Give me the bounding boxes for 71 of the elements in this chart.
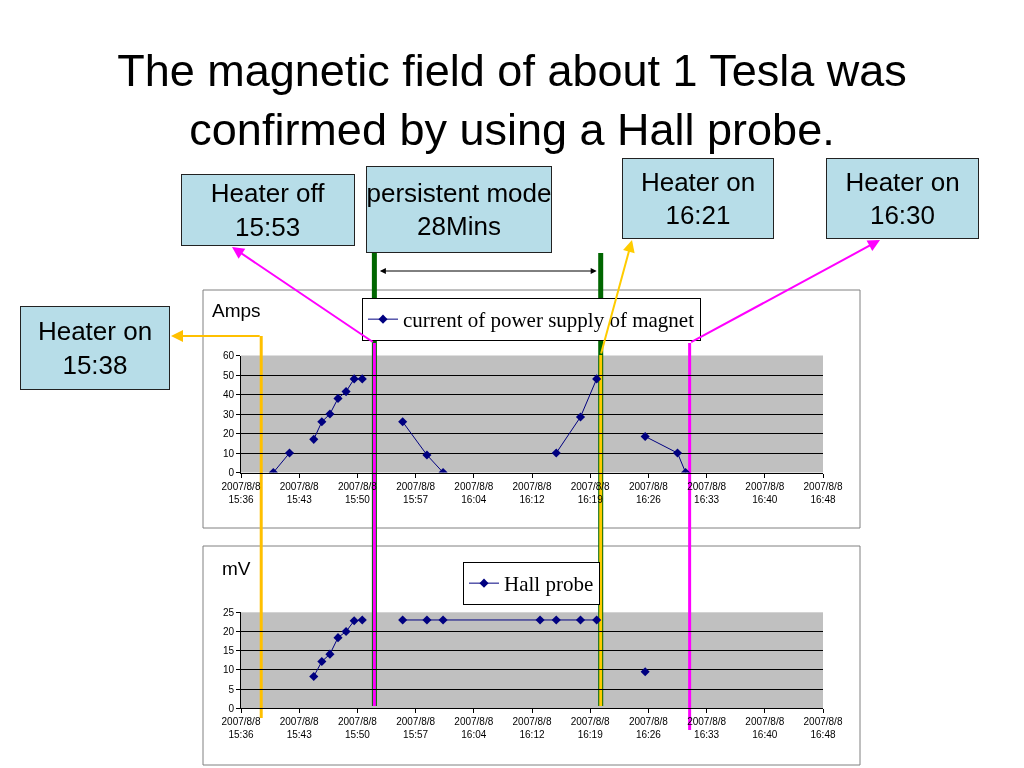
ref-line-label: Heater off 15:53	[210, 178, 326, 242]
point	[333, 633, 343, 643]
point	[357, 374, 367, 384]
point	[398, 615, 408, 625]
point	[438, 615, 448, 625]
x-tick-label: 2007/8/8 15:50	[337, 716, 378, 741]
x-tick-label: 2007/8/8 15:43	[279, 716, 320, 741]
point	[640, 431, 650, 441]
x-tick-label: 2007/8/8 15:36	[221, 716, 261, 741]
x-tick-label: 2007/8/8 16:40	[745, 716, 785, 741]
point	[357, 615, 367, 625]
point	[325, 409, 335, 419]
point	[341, 626, 351, 637]
point	[640, 667, 650, 677]
y-tick-label: 60	[222, 350, 235, 361]
x-tick-label: 2007/8/8 16:12	[512, 716, 552, 741]
x-tick-label: 2007/8/8 15:57	[396, 480, 436, 505]
y-tick-label: 50	[222, 369, 235, 381]
chart-title: The magnetic field of about 1 Tesla was confirmed by using a Hall probe.	[117, 45, 907, 155]
y-tick-label: 5	[228, 683, 235, 695]
x-tick-label: 2007/8/8 16:48	[803, 480, 843, 505]
x-tick-label: 2007/8/8 16:04	[454, 480, 494, 505]
point	[349, 616, 359, 626]
point	[309, 434, 319, 444]
point	[317, 417, 327, 427]
y-tick-label: 15	[222, 645, 235, 657]
point	[284, 448, 295, 458]
point	[535, 615, 545, 625]
y-tick-label: 40	[222, 389, 235, 400]
x-tick-label: 2007/8/8 16:12	[512, 480, 552, 505]
y-tick-label: 20	[222, 428, 235, 439]
x-tick-label: 2007/8/8 16:26	[628, 716, 669, 741]
point	[672, 448, 683, 458]
y-tick-label: 25	[222, 606, 235, 618]
x-tick-label: 2007/8/8 16:04	[454, 716, 494, 741]
point	[575, 412, 586, 422]
point	[551, 448, 561, 458]
y-tick-label: 20	[222, 626, 235, 637]
point	[341, 387, 351, 397]
y-tick-label: 0	[228, 702, 235, 714]
point	[575, 615, 586, 625]
legend-label: Hall probe	[504, 572, 594, 597]
x-tick-label: 2007/8/8 16:26	[628, 480, 669, 505]
legend-label: current of power supply of magnet	[403, 308, 695, 333]
x-tick-label: 2007/8/8 15:57	[396, 716, 436, 741]
x-tick-label: 2007/8/8 16:19	[570, 716, 611, 741]
point	[592, 615, 602, 625]
x-tick-label: 2007/8/8 15:43	[279, 480, 320, 505]
y-tick-label: 10	[222, 664, 235, 676]
y-tick-label: 0	[228, 467, 235, 478]
y-axis-title: mV	[222, 558, 251, 579]
point	[317, 656, 327, 666]
point	[422, 615, 432, 625]
x-tick-label: 2007/8/8 16:40	[745, 480, 785, 505]
point	[333, 393, 343, 403]
point	[398, 417, 408, 427]
ref-line-label: persistent mode 28Mins	[366, 177, 552, 242]
ref-line-label: Heater on 15:38	[37, 316, 153, 380]
y-tick-label: 30	[222, 408, 235, 420]
point	[309, 671, 319, 681]
x-tick-label: 2007/8/8 16:48	[803, 716, 843, 741]
point	[422, 450, 432, 460]
point	[349, 374, 359, 384]
y-tick-label: 10	[222, 447, 235, 459]
point	[551, 615, 561, 625]
y-axis-title: Amps	[212, 300, 261, 321]
point	[592, 374, 602, 384]
ref-line-label: Heater on 16:21	[640, 166, 756, 231]
x-tick-label: 2007/8/8 15:36	[221, 480, 261, 505]
point	[325, 649, 335, 659]
ref-line-label: Heater on 16:30	[845, 166, 960, 231]
